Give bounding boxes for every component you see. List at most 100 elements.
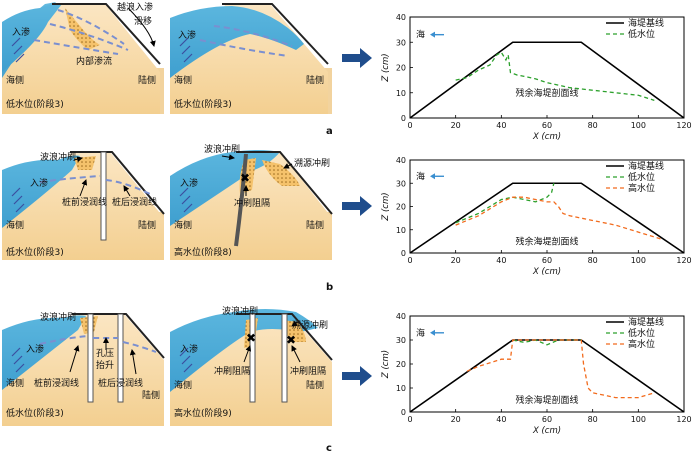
x-tick-label: 0: [407, 121, 412, 130]
wave-scour-label: 波浪冲刷: [40, 311, 76, 323]
y-axis-label: Z (cm): [381, 350, 391, 379]
scour-barrier-label: 冲刷阻隔: [214, 365, 250, 377]
y-tick-label: 20: [396, 203, 406, 212]
x-tick-label: 20: [451, 415, 461, 424]
y-tick-label: 30: [396, 336, 406, 345]
sheet-pile-front: [87, 313, 94, 403]
x-tick-label: 20: [451, 121, 461, 130]
y-tick-label: 40: [396, 13, 406, 22]
sea-side-label: 海侧: [6, 377, 24, 389]
panel-b-left: 波浪冲刷 入渗 桩前浸润线 桩后浸润线 海侧 陆侧 低水位(阶段3): [2, 148, 165, 260]
residual-profile-label: 残余海堤剖面线: [515, 87, 578, 99]
y-tick-label: 30: [396, 179, 406, 188]
flow-arrow: [342, 366, 372, 386]
legend-label: 海堤基线: [628, 160, 664, 172]
legend-label: 低水位: [628, 327, 655, 339]
seepage-line: [199, 39, 289, 57]
y-tick-label: 10: [396, 384, 406, 393]
pointer-arrow: [291, 345, 301, 363]
overtop-label: 越浪入渗: [117, 1, 153, 13]
panel-c-right: ✖ ✖ 波浪冲刷 溯源冲刷 入渗 冲刷阻隔 冲刷阻隔 海侧 陆侧 高水位(阶段9…: [170, 305, 333, 426]
sea-water: [170, 6, 304, 78]
sheet-pile: [100, 151, 107, 241]
sea-water: [2, 315, 86, 390]
sea-water: [2, 155, 80, 228]
dike-outline: [236, 151, 333, 215]
seepage-line: [213, 25, 293, 47]
land-side-label: 陆侧: [138, 219, 156, 231]
x-tick-label: 60: [542, 256, 552, 265]
x-tick-label: 120: [676, 121, 691, 130]
land-side-label: 陆侧: [142, 389, 160, 401]
infiltration-label: 入渗: [12, 26, 30, 38]
seepage-line: [49, 23, 129, 51]
front-phreatic-line: [39, 335, 89, 345]
wave-crest: [2, 3, 62, 72]
sea-side-label: 海侧: [6, 219, 24, 231]
series-line-1: [455, 51, 655, 101]
infiltration-hatching: [11, 347, 25, 373]
y-tick-label: 20: [396, 64, 406, 73]
sea-arrow-head: [430, 173, 435, 180]
barrier-cross-icon: ✖: [246, 331, 256, 345]
slide-arrow: [127, 7, 156, 47]
retro-scour-zone: [282, 320, 306, 342]
profile-chart-b: 0 20 40 60 80 100 120 0 10 20 30 40 X (cm) Z (cm) 海残余海…: [381, 156, 692, 277]
legend-label: 低水位: [628, 28, 655, 40]
stage-label: 低水位(阶段3): [174, 98, 232, 110]
scour-barrier-label: 冲刷阻隔: [234, 197, 270, 209]
sheet-pile-front: [249, 313, 256, 403]
x-axis-label: X (cm): [532, 132, 561, 142]
legend-label: 海堤基线: [628, 316, 664, 328]
y-tick-label: 40: [396, 312, 406, 321]
x-tick-label: 120: [676, 256, 691, 265]
scour-barrier-label: 冲刷阻隔: [290, 365, 326, 377]
y-tick-label: 0: [401, 114, 406, 123]
x-tick-label: 60: [542, 121, 552, 130]
sea-side-label: 海侧: [6, 74, 24, 86]
sea-side-label: 海侧: [174, 74, 192, 86]
pore-pressure-label: 孔压: [96, 348, 114, 359]
pointer-arrow: [73, 156, 83, 163]
retro-scour-label: 溯源冲刷: [292, 319, 328, 331]
row-label-c: c: [326, 443, 332, 454]
x-tick-label: 60: [542, 415, 552, 424]
stage-label: 高水位(阶段8): [174, 246, 232, 258]
row-label-a: a: [326, 126, 333, 137]
back-phreatic-line: [122, 341, 157, 353]
flow-arrows: [342, 48, 372, 386]
x-tick-label: 0: [407, 415, 412, 424]
wave-scour-label: 波浪冲刷: [222, 305, 258, 317]
panel-c-left: 波浪冲刷 入渗 孔压 抬升 海侧 桩前浸润线 桩后浸润线 陆侧 低水位(阶段3): [2, 308, 165, 426]
flow-arrow: [342, 48, 372, 68]
dike-outline: [52, 3, 161, 65]
series-line-0: [409, 41, 685, 119]
legend-label: 海堤基线: [628, 17, 664, 29]
sea-label: 海: [416, 327, 425, 339]
infiltration-label: 入渗: [26, 343, 44, 355]
x-axis-label: X (cm): [532, 267, 561, 277]
residual-profile-label: 残余海堤剖面线: [515, 394, 578, 406]
x-tick-label: 0: [407, 256, 412, 265]
x-tick-label: 80: [588, 415, 598, 424]
stage-label: 低水位(阶段3): [6, 246, 64, 258]
pore-pressure-label: 抬升: [96, 359, 114, 371]
pointer-arrow: [291, 320, 299, 327]
x-tick-label: 100: [631, 121, 646, 130]
infiltration-label: 入渗: [178, 29, 196, 41]
land-side-label: 陆侧: [306, 379, 324, 391]
y-tick-label: 0: [401, 249, 406, 258]
legend-label: 低水位: [628, 171, 655, 183]
x-tick-label: 100: [631, 256, 646, 265]
y-tick-label: 10: [396, 89, 406, 98]
sea-arrow-head: [430, 329, 435, 336]
sea-label: 海: [416, 170, 425, 182]
series-line-0: [409, 182, 685, 254]
x-tick-label: 80: [588, 121, 598, 130]
y-tick-label: 10: [396, 226, 406, 235]
sea-water: [170, 309, 318, 392]
legend-label: 高水位: [628, 182, 655, 194]
front-line-label: 桩前浸润线: [34, 377, 79, 389]
infiltration-label: 入渗: [30, 177, 48, 189]
profile-chart-a: 0 20 40 60 80 100 120 0 10 20 30 40 X (cm) Z (cm) 海残余海…: [381, 13, 692, 142]
